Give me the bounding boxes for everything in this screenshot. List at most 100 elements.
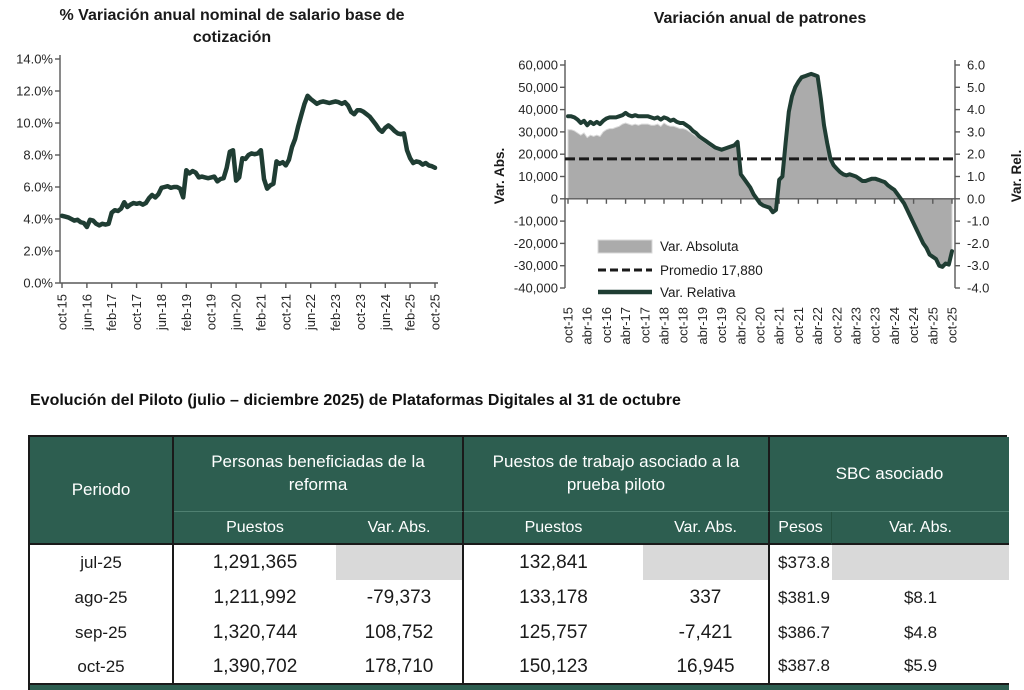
svg-text:oct-15: oct-15 <box>561 307 576 343</box>
svg-text:6.0%: 6.0% <box>23 180 53 195</box>
svg-text:abr-21: abr-21 <box>772 307 787 345</box>
table-row-periodo: jul-25 <box>30 545 174 580</box>
col-group-sbc-asociado: SBC asociado <box>770 437 1009 512</box>
table-cell-value: -7,421 <box>643 615 770 650</box>
svg-text:oct-19: oct-19 <box>714 307 729 343</box>
col-subheader-puestos-2: Puestos <box>464 512 643 545</box>
table-cell-value: $8.1 <box>832 580 1009 615</box>
svg-text:oct-17: oct-17 <box>129 294 144 330</box>
svg-text:14.0%: 14.0% <box>16 52 53 67</box>
svg-text:6.0: 6.0 <box>967 58 985 73</box>
svg-text:-40,000: -40,000 <box>514 281 558 296</box>
table-cell-value: 1,390,702 <box>174 650 336 685</box>
table-cell-value: 133,178 <box>464 580 643 615</box>
svg-text:feb-25: feb-25 <box>403 294 418 331</box>
col-subheader-varabs-3: Var. Abs. <box>832 512 1009 545</box>
table-title: Evolución del Piloto (julio – diciembre … <box>30 392 681 409</box>
svg-text:oct-19: oct-19 <box>204 294 219 330</box>
svg-text:4.0%: 4.0% <box>23 212 53 227</box>
svg-text:0.0%: 0.0% <box>23 276 53 291</box>
svg-text:30,000: 30,000 <box>518 124 558 139</box>
svg-text:oct-25: oct-25 <box>945 307 960 343</box>
svg-text:abr-18: abr-18 <box>657 307 672 345</box>
svg-text:feb-19: feb-19 <box>179 294 194 331</box>
svg-text:4.0: 4.0 <box>967 102 985 117</box>
chart-left-title-line1: % Variación anual nominal de salario bas… <box>59 7 405 24</box>
table-cell-value: $5.9 <box>832 650 1009 685</box>
legend: Var. Absoluta Promedio 17,880 Var. Relativ… <box>597 239 763 300</box>
table-cell-value: 150,123 <box>464 650 643 685</box>
svg-text:1.0: 1.0 <box>967 169 985 184</box>
svg-text:50,000: 50,000 <box>518 80 558 95</box>
svg-text:-10,000: -10,000 <box>514 214 558 229</box>
svg-text:feb-21: feb-21 <box>253 294 268 331</box>
svg-text:jun-22: jun-22 <box>303 294 318 331</box>
col-subheader-varabs-1: Var. Abs. <box>336 512 464 545</box>
svg-text:abr-25: abr-25 <box>925 307 940 345</box>
svg-text:-30,000: -30,000 <box>514 258 558 273</box>
svg-text:oct-21: oct-21 <box>791 307 806 343</box>
svg-text:jun-16: jun-16 <box>79 294 94 331</box>
col-subheader-puestos-1: Puestos <box>174 512 336 545</box>
svg-text:60,000: 60,000 <box>518 58 558 73</box>
svg-text:feb-17: feb-17 <box>104 294 119 331</box>
table-cell-value: $381.9 <box>770 580 832 615</box>
col-header-periodo: Periodo <box>30 437 174 545</box>
pilot-table: Periodo Personas beneficiadas de la refo… <box>28 435 1009 690</box>
svg-text:10,000: 10,000 <box>518 169 558 184</box>
table-row-periodo: ago-25 <box>30 580 174 615</box>
col-group-puestos-trabajo: Puestos de trabajo asociado a la prueba … <box>464 437 770 512</box>
svg-text:0: 0 <box>551 191 558 206</box>
col-subheader-pesos: Pesos <box>770 512 832 545</box>
svg-text:2.0: 2.0 <box>967 147 985 162</box>
svg-text:10.0%: 10.0% <box>16 116 53 131</box>
table-cell-value: 125,757 <box>464 615 643 650</box>
svg-text:-4.0: -4.0 <box>967 281 989 296</box>
table-bottom-bar <box>30 685 1009 690</box>
svg-text:oct-25: oct-25 <box>428 294 443 330</box>
svg-text:jun-18: jun-18 <box>154 294 169 331</box>
table-cell-value: $373.8 <box>770 545 832 580</box>
svg-text:abr-19: abr-19 <box>695 307 710 345</box>
svg-text:5.0: 5.0 <box>967 80 985 95</box>
svg-text:Var. Absoluta: Var. Absoluta <box>660 239 739 254</box>
svg-text:-2.0: -2.0 <box>967 236 989 251</box>
svg-text:oct-20: oct-20 <box>753 307 768 343</box>
svg-text:jun-20: jun-20 <box>229 294 244 331</box>
svg-text:0.0: 0.0 <box>967 191 985 206</box>
svg-text:-1.0: -1.0 <box>967 214 989 229</box>
table-row-periodo: sep-25 <box>30 615 174 650</box>
svg-text:40,000: 40,000 <box>518 102 558 117</box>
svg-text:oct-18: oct-18 <box>676 307 691 343</box>
table-cell-value: 16,945 <box>643 650 770 685</box>
table-cell-value: $387.8 <box>770 650 832 685</box>
table-cell-value: 132,841 <box>464 545 643 580</box>
svg-text:oct-23: oct-23 <box>353 294 368 330</box>
chart-left-title-line2: cotización <box>192 29 272 46</box>
col-group-personas-beneficiadas: Personas beneficiadas de la reforma <box>174 437 464 512</box>
svg-text:2.0%: 2.0% <box>23 244 53 259</box>
table-cell-value: $386.7 <box>770 615 832 650</box>
table-cell-value <box>832 545 1009 580</box>
svg-text:oct-22: oct-22 <box>829 307 844 343</box>
svg-text:8.0%: 8.0% <box>23 148 53 163</box>
table-cell-value: 337 <box>643 580 770 615</box>
svg-text:jun-24: jun-24 <box>378 294 393 331</box>
svg-text:oct-15: oct-15 <box>55 294 70 330</box>
table-cell-value: 1,320,744 <box>174 615 336 650</box>
svg-text:oct-17: oct-17 <box>637 307 652 343</box>
patrones-combo-chart: -40,000 -30,000 -20,000 -10,000 0 10,000 20,00… <box>492 58 1024 345</box>
svg-text:abr-17: abr-17 <box>618 307 633 345</box>
svg-text:abr-20: abr-20 <box>733 307 748 345</box>
table-cell-value: 1,211,992 <box>174 580 336 615</box>
svg-text:oct-23: oct-23 <box>868 307 883 343</box>
svg-text:abr-24: abr-24 <box>887 307 902 345</box>
svg-text:oct-21: oct-21 <box>278 294 293 330</box>
svg-text:Var. Abs.: Var. Abs. <box>492 148 507 205</box>
svg-text:20,000: 20,000 <box>518 147 558 162</box>
table-cell-value: 1,291,365 <box>174 545 336 580</box>
table-cell-value: 108,752 <box>336 615 464 650</box>
table-row-periodo: oct-25 <box>30 650 174 685</box>
svg-text:Var. Rel.: Var. Rel. <box>1009 150 1024 203</box>
